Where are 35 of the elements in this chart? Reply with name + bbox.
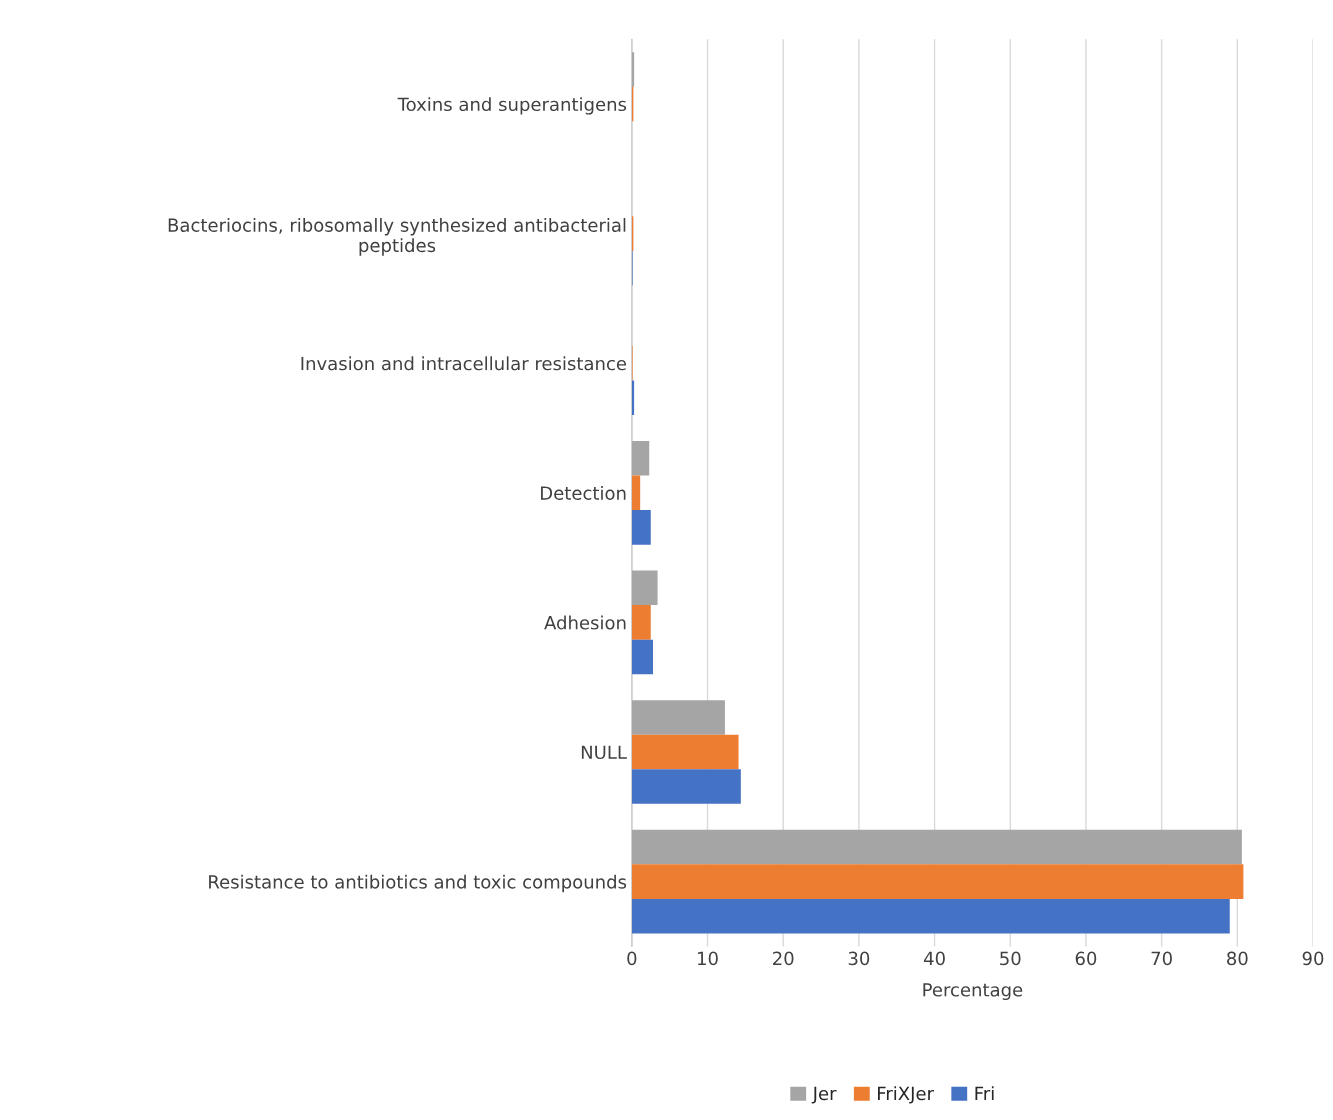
bar (631, 52, 635, 87)
bar (631, 475, 641, 511)
bar (631, 605, 651, 640)
bar (631, 734, 739, 770)
x-tick-label: 10 (698, 951, 718, 966)
bar (631, 769, 741, 804)
x-tick-label: 70 (1151, 951, 1172, 966)
x-axis-title: Percentage (923, 983, 1023, 1001)
x-tick-label: 0 (627, 951, 637, 966)
bar (631, 898, 1230, 934)
bar (631, 380, 635, 416)
bar (631, 440, 650, 476)
y-tick-label: Invasion and intracellular resistance (301, 356, 627, 371)
y-tick-label: Toxins and superantigens (397, 97, 627, 115)
bar (631, 864, 1244, 899)
x-tick-label: 60 (1075, 951, 1097, 966)
legend-label: FriXJer (878, 1086, 934, 1104)
x-tick-label: 50 (1000, 951, 1021, 966)
legend-label: Fri (975, 1086, 994, 1100)
x-tick-label: 20 (773, 951, 794, 966)
y-tick-label: NULL (581, 745, 627, 760)
y-tick-label: Adhesion (544, 615, 626, 630)
bar (631, 829, 1242, 865)
legend-label: Jer (811, 1086, 837, 1104)
x-tick-label: 80 (1227, 951, 1248, 966)
bar (631, 510, 651, 545)
x-tick-label: 40 (923, 951, 945, 966)
y-tick-label: Bacteriocins, ribosomally synthesized antibacterial peptides (168, 218, 626, 256)
bar (631, 570, 658, 606)
x-tick-label: 90 (1302, 951, 1324, 966)
bar (631, 639, 654, 675)
y-tick-label: Detection (541, 485, 626, 500)
x-tick-label: 30 (848, 951, 870, 966)
bar (631, 700, 725, 735)
y-tick-label: Resistance to antibiotics and toxic compounds (209, 874, 627, 893)
